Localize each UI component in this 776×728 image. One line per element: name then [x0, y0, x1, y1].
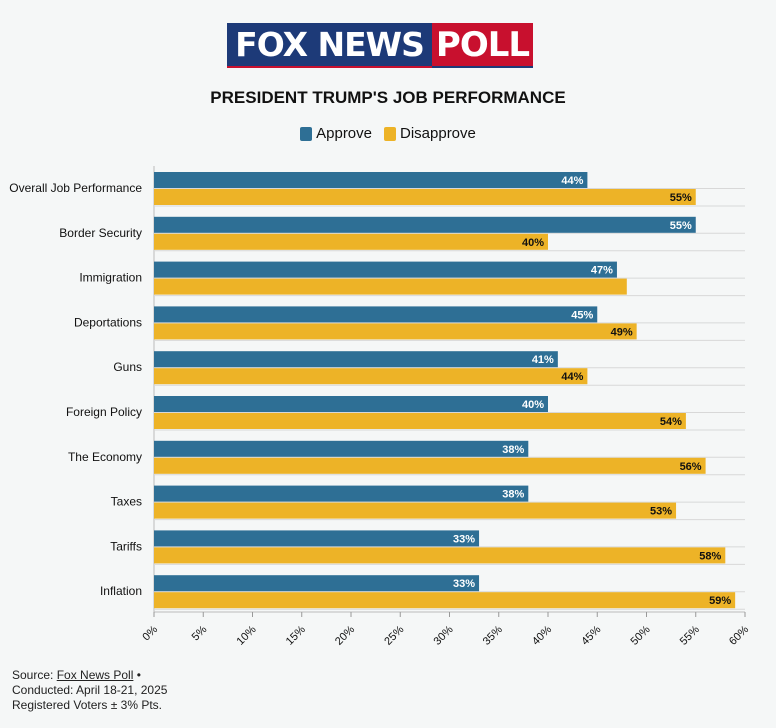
legend-item-disapprove: Disapprove: [384, 125, 476, 142]
x-tick-label: 60%: [727, 623, 751, 647]
source-conducted: Conducted: April 18-21, 2025: [12, 683, 168, 697]
bar-disapprove: [154, 457, 706, 474]
source-prefix: Source:: [12, 668, 57, 682]
bar-disapprove: [154, 592, 736, 609]
x-tick-label: 15%: [284, 623, 308, 647]
data-label-approve: 38%: [502, 444, 524, 456]
category-label: Tariffs: [110, 539, 142, 553]
category-label: The Economy: [68, 450, 142, 464]
category-label: Deportations: [74, 315, 142, 329]
logo-fox-news: FOX NEWS: [227, 23, 432, 68]
category-label: Inflation: [100, 584, 142, 598]
x-tick-label: 55%: [678, 623, 702, 647]
data-label-approve: 38%: [502, 489, 524, 501]
category-label: Taxes: [111, 495, 142, 509]
bar-disapprove: [154, 278, 627, 295]
fox-news-poll-logo: FOX NEWS POLL: [227, 23, 533, 68]
bar-approve: [154, 440, 529, 457]
category-label: Immigration: [79, 271, 142, 285]
legend-label-approve: Approve: [316, 125, 372, 142]
legend-label-disapprove: Disapprove: [400, 125, 476, 142]
data-label-approve: 33%: [453, 578, 475, 590]
bar-disapprove: [154, 323, 637, 340]
chart-title: PRESIDENT TRUMP'S JOB PERFORMANCE: [210, 88, 566, 107]
bar-approve: [154, 216, 696, 233]
source-sample: Registered Voters ± 3% Pts.: [12, 698, 162, 712]
legend-swatch-approve: [300, 126, 313, 141]
legend-item-approve: Approve: [300, 125, 372, 142]
data-label-approve: 40%: [522, 399, 544, 411]
bar-approve: [154, 172, 588, 188]
category-label: Border Security: [59, 226, 142, 240]
x-tick-label: 35%: [481, 623, 505, 647]
data-label-disapprove: 40%: [522, 237, 544, 249]
data-label-disapprove: 55%: [670, 192, 692, 204]
data-label-approve: 45%: [571, 309, 593, 321]
bar-disapprove: [154, 502, 677, 519]
source-link[interactable]: Fox News Poll: [56, 668, 134, 682]
bar-disapprove: [154, 233, 548, 250]
data-label-disapprove: 44%: [561, 371, 583, 383]
data-label-disapprove: 53%: [650, 506, 672, 518]
bar-disapprove: [154, 547, 726, 564]
logo-poll: POLL: [432, 23, 533, 68]
data-label-disapprove: 58%: [699, 550, 721, 562]
data-label-approve: 44%: [561, 175, 583, 187]
category-label: Guns: [113, 360, 142, 374]
category-label: Overall Job Performance: [9, 181, 142, 195]
data-label-disapprove: 56%: [680, 461, 702, 473]
data-label-disapprove: 59%: [709, 595, 731, 607]
bar-approve: [154, 396, 548, 412]
x-tick-label: 10%: [235, 623, 259, 647]
data-label-disapprove: 49%: [611, 326, 633, 338]
bar-approve: [154, 530, 480, 547]
data-label-disapprove: 54%: [660, 416, 682, 428]
x-tick-label: 50%: [629, 623, 653, 647]
x-tick-label: 0%: [140, 623, 160, 643]
legend: Approve Disapprove: [0, 125, 776, 142]
x-tick-label: 40%: [530, 623, 554, 647]
bar-approve: [154, 575, 480, 592]
data-label-approve: 33%: [453, 533, 475, 545]
source-suffix: •: [133, 668, 141, 682]
data-label-approve: 47%: [591, 265, 613, 277]
x-tick-label: 5%: [190, 623, 210, 643]
bar-approve: [154, 485, 529, 502]
bar-approve: [154, 351, 558, 368]
x-tick-label: 30%: [432, 623, 456, 647]
bar-approve: [154, 306, 598, 323]
data-label-approve: 55%: [670, 220, 692, 232]
category-label: Foreign Policy: [66, 405, 142, 419]
x-tick-label: 25%: [382, 623, 406, 647]
bar-approve: [154, 261, 617, 278]
source-note: Source: Fox News Poll • Conducted: April…: [12, 668, 167, 713]
data-label-approve: 41%: [532, 354, 554, 366]
x-tick-label: 20%: [333, 623, 357, 647]
legend-swatch-disapprove: [384, 126, 396, 141]
bar-disapprove: [154, 368, 588, 385]
bar-disapprove: [154, 189, 696, 205]
bar-disapprove: [154, 413, 686, 429]
x-tick-label: 45%: [579, 623, 603, 647]
